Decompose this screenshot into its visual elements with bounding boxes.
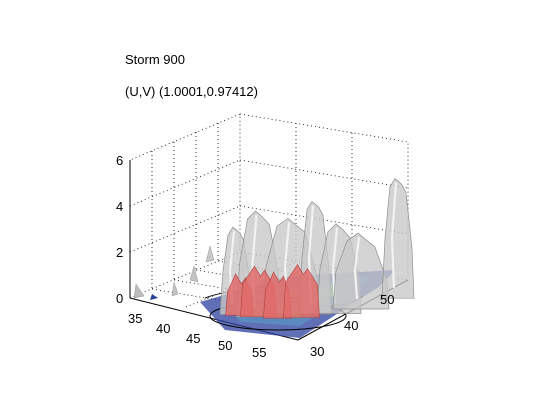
fragment-1 xyxy=(133,283,145,299)
y-axis-ticks: 30 40 50 xyxy=(310,292,394,359)
z-tick-label: 6 xyxy=(116,153,123,168)
inner-isosurface-column xyxy=(283,264,320,318)
z-axis-ticks: 0 2 4 6 xyxy=(116,153,123,306)
x-tick-label: 35 xyxy=(128,311,142,326)
outer-isosurface-highlight xyxy=(353,236,361,300)
chart-title: Storm 900 xyxy=(125,52,185,67)
x-tick-label: 45 xyxy=(186,331,200,346)
fragment-4 xyxy=(205,245,215,263)
z-tick-label: 0 xyxy=(116,291,123,306)
fragment-5 xyxy=(150,294,158,300)
y-tick-label: 30 xyxy=(310,344,324,359)
outer-isosurface-column xyxy=(332,232,390,310)
grid-line-right-z4 xyxy=(239,159,409,189)
y-tick-label: 40 xyxy=(344,318,358,333)
z-tick-label: 2 xyxy=(116,245,123,260)
fragment-3 xyxy=(189,265,199,283)
outer-isosurface-column xyxy=(381,178,415,299)
x-tick-label: 50 xyxy=(218,338,232,353)
grid-line-left-z4 xyxy=(129,159,241,207)
grid-line-left-z2 xyxy=(129,205,241,253)
grid-line-right-z2 xyxy=(239,205,409,235)
y-tick-label: 50 xyxy=(380,292,394,307)
inner-isosurface xyxy=(225,264,320,319)
floor-grid-3 xyxy=(173,279,343,309)
x-tick-label: 55 xyxy=(252,345,266,360)
chart-subtitle: (U,V) (1.0001,0.97412) xyxy=(125,84,258,99)
outer-isosurface-highlight xyxy=(390,182,398,289)
fragment-2 xyxy=(171,281,179,297)
x-tick-label: 40 xyxy=(156,321,170,336)
x-axis-ticks: 35 40 45 50 55 xyxy=(128,311,266,360)
isosurface-fragments xyxy=(133,245,215,300)
floor-grid-2 xyxy=(151,288,321,318)
z-tick-label: 4 xyxy=(116,199,123,214)
